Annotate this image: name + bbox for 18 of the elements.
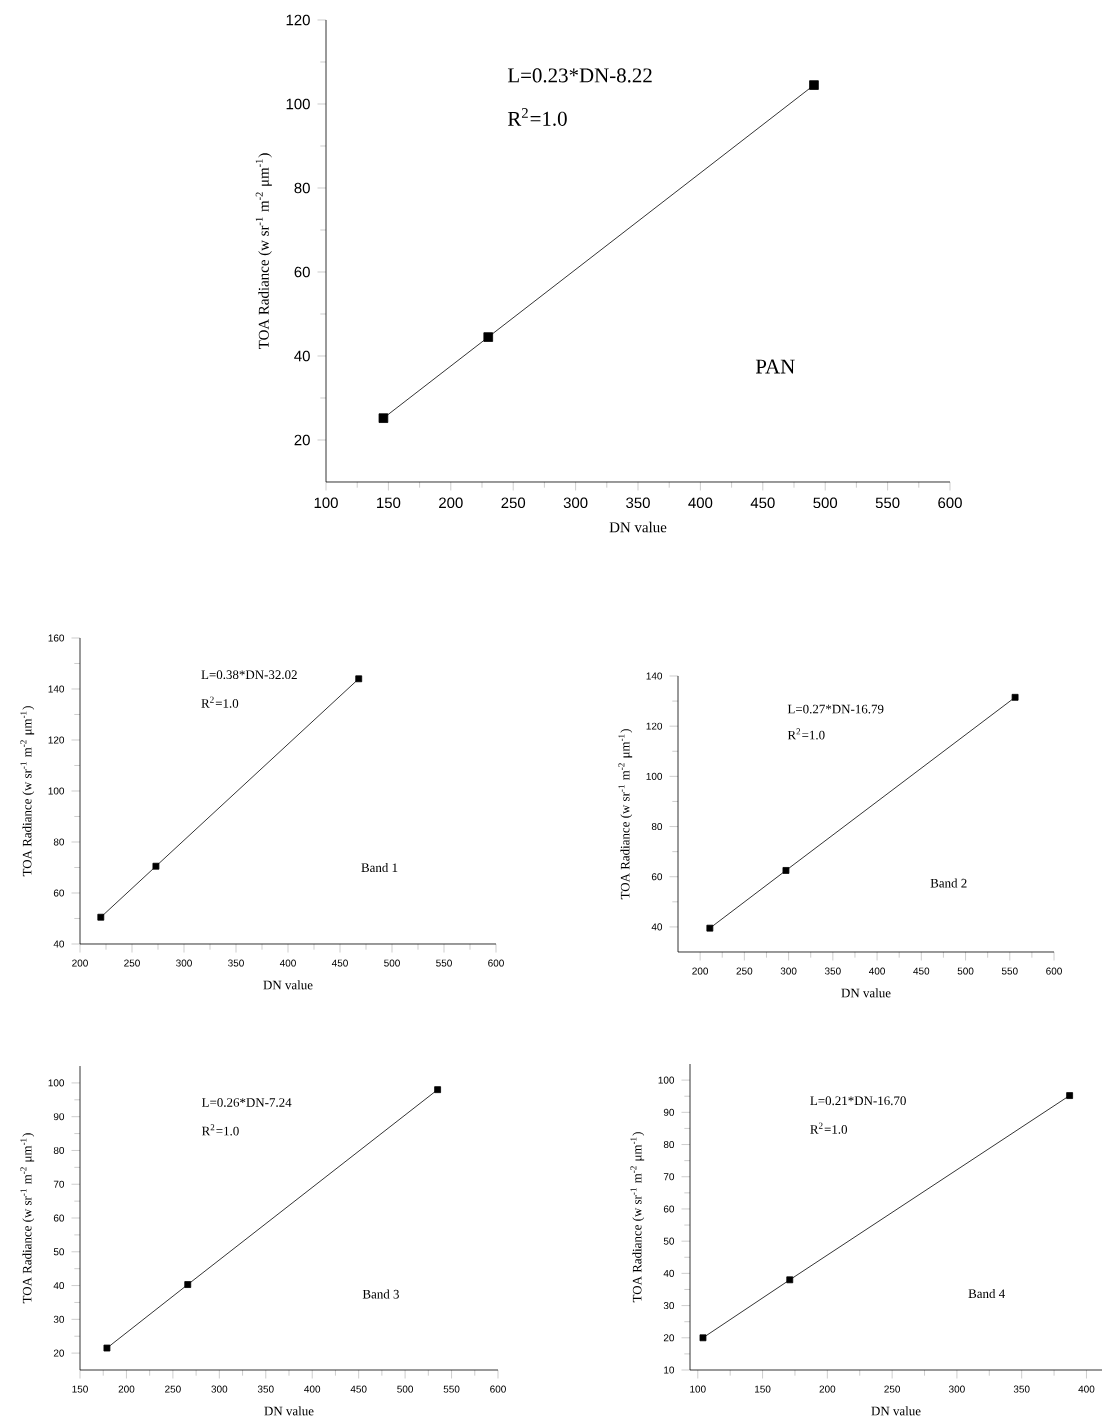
annotation: L=0.23*DN-8.22 (507, 68, 652, 83)
point (184, 1281, 192, 1288)
point (1011, 693, 1019, 701)
point (699, 1334, 707, 1342)
point (97, 913, 105, 921)
point (483, 332, 494, 342)
point (706, 924, 714, 932)
point (434, 1086, 441, 1094)
point (103, 1344, 111, 1352)
point (782, 867, 790, 874)
point (786, 1276, 794, 1284)
annotation: R$^{2}$=1.0 (507, 108, 567, 126)
point (152, 862, 160, 870)
point (1066, 1092, 1074, 1099)
point (355, 675, 363, 683)
point (378, 413, 389, 423)
point (809, 80, 819, 90)
annotation: PAN (755, 359, 795, 374)
